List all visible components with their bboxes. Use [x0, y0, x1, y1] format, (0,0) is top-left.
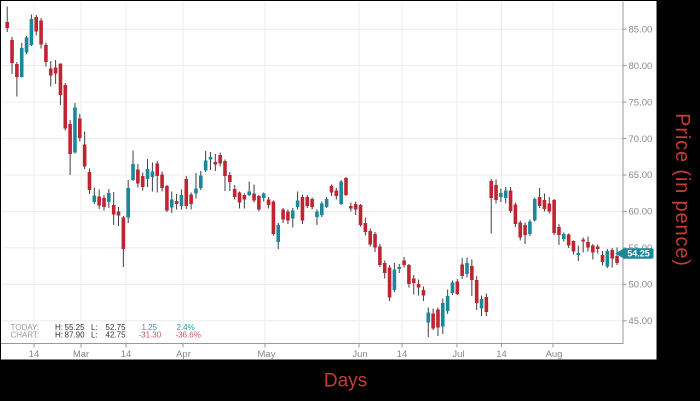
svg-text:80.00: 80.00	[629, 61, 653, 72]
svg-text:70.00: 70.00	[629, 134, 653, 145]
svg-text:45.00: 45.00	[629, 316, 653, 327]
svg-text:Days: Days	[324, 371, 367, 392]
svg-text:42.75: 42.75	[106, 330, 127, 339]
svg-text:Aug: Aug	[546, 349, 563, 360]
svg-text:14: 14	[29, 349, 40, 360]
svg-text:85.00: 85.00	[629, 24, 653, 35]
svg-text:L:: L:	[91, 330, 98, 339]
svg-text:50.00: 50.00	[629, 280, 653, 291]
svg-text:-36.6%: -36.6%	[176, 330, 201, 339]
svg-text:2.4%: 2.4%	[177, 323, 195, 332]
svg-text:H:: H:	[55, 330, 63, 339]
svg-text:60.00: 60.00	[629, 207, 653, 218]
svg-text:65.00: 65.00	[629, 170, 653, 181]
svg-text:55.25: 55.25	[65, 323, 86, 332]
svg-text:Jul: Jul	[452, 349, 464, 360]
svg-text:Price (in pence): Price (in pence)	[671, 113, 693, 267]
svg-text:L:: L:	[91, 323, 98, 332]
svg-text:Apr: Apr	[176, 349, 191, 360]
svg-text:TODAY:: TODAY:	[11, 323, 40, 332]
svg-text:75.00: 75.00	[629, 97, 653, 108]
svg-text:14: 14	[121, 349, 132, 360]
svg-text:14: 14	[397, 349, 408, 360]
svg-text:-31.30: -31.30	[139, 330, 162, 339]
svg-text:1.25: 1.25	[142, 323, 158, 332]
svg-text:87.90: 87.90	[65, 330, 86, 339]
svg-text:May: May	[258, 349, 276, 360]
svg-text:52.75: 52.75	[106, 323, 127, 332]
svg-text:14: 14	[496, 349, 507, 360]
svg-text:CHART:: CHART:	[11, 330, 40, 339]
svg-text:H:: H:	[55, 323, 63, 332]
svg-text:Mar: Mar	[73, 349, 89, 360]
svg-text:Jun: Jun	[352, 349, 367, 360]
svg-text:54.25: 54.25	[627, 249, 650, 259]
